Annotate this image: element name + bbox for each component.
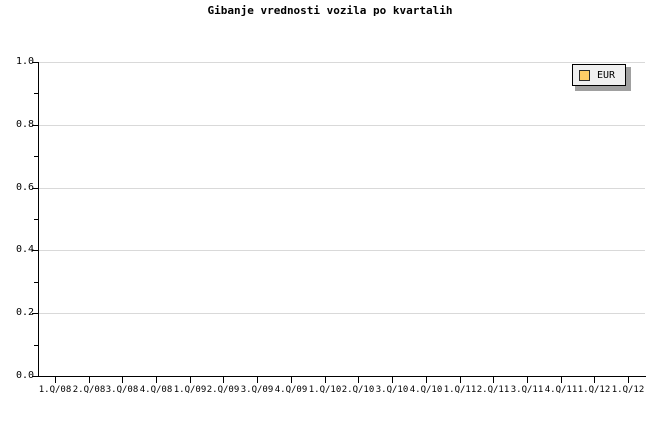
x-axis-label: 1.Q/11 — [443, 385, 477, 395]
x-axis-line — [38, 376, 646, 377]
gridline — [38, 62, 645, 63]
x-tick — [325, 377, 326, 383]
y-axis-label: 0.4 — [15, 244, 34, 255]
legend-label-eur: EUR — [597, 69, 616, 81]
x-axis-label: 4.Q/08 — [139, 385, 173, 395]
x-axis-label: 4.Q/11 — [544, 385, 578, 395]
x-tick — [156, 377, 157, 383]
y-axis-line — [38, 62, 39, 377]
y-tick-major — [32, 188, 38, 189]
x-tick — [561, 377, 562, 383]
legend-swatch-eur — [579, 69, 590, 81]
x-axis-label: 1.Q/10 — [308, 385, 342, 395]
x-tick — [460, 377, 461, 383]
x-axis-label: 3.Q/11 — [510, 385, 544, 395]
x-axis-label: 2.Q/09 — [206, 385, 240, 395]
x-tick — [493, 377, 494, 383]
x-axis-label: 1.Q/09 — [173, 385, 207, 395]
y-axis-label: 1.0 — [15, 56, 34, 67]
x-axis-label: 4.Q/09 — [274, 385, 308, 395]
gridline — [38, 188, 645, 189]
x-tick — [291, 377, 292, 383]
x-axis-label: 2.Q/10 — [341, 385, 375, 395]
x-tick — [223, 377, 224, 383]
x-tick — [594, 377, 595, 383]
x-tick — [358, 377, 359, 383]
y-tick-minor — [34, 345, 38, 346]
x-axis-label: 1.Q/12 — [577, 385, 611, 395]
y-tick-major — [32, 313, 38, 314]
x-axis-label: 3.Q/09 — [240, 385, 274, 395]
gridline — [38, 125, 645, 126]
chart-legend[interactable]: EUR — [572, 64, 626, 86]
x-axis-label: 2.Q/11 — [476, 385, 510, 395]
x-axis-label: 1.Q/12 — [611, 385, 645, 395]
x-axis-label: 3.Q/10 — [375, 385, 409, 395]
x-tick — [426, 377, 427, 383]
x-tick — [55, 377, 56, 383]
y-tick-minor — [34, 156, 38, 157]
y-axis-label: 0.0 — [15, 370, 34, 381]
x-axis-label: 2.Q/08 — [72, 385, 106, 395]
x-tick — [190, 377, 191, 383]
x-tick — [89, 377, 90, 383]
y-axis-label: 0.6 — [15, 182, 34, 193]
y-tick-minor — [34, 282, 38, 283]
y-tick-major — [32, 376, 38, 377]
x-tick — [257, 377, 258, 383]
y-axis-label: 0.8 — [15, 119, 34, 130]
gridline — [38, 313, 645, 314]
x-tick — [392, 377, 393, 383]
x-tick — [527, 377, 528, 383]
x-axis-label: 4.Q/10 — [409, 385, 443, 395]
x-axis-label: 3.Q/08 — [105, 385, 139, 395]
y-tick-major — [32, 125, 38, 126]
series-layer — [38, 62, 645, 376]
x-tick — [122, 377, 123, 383]
x-axis-label: 1.Q/08 — [38, 385, 72, 395]
x-tick — [628, 377, 629, 383]
y-tick-minor — [34, 93, 38, 94]
chart-title: Gibanje vrednosti vozila po kvartalih — [207, 4, 453, 17]
y-tick-minor — [34, 219, 38, 220]
y-axis-label: 0.2 — [15, 307, 34, 318]
plot-area — [38, 62, 645, 377]
y-tick-major — [32, 62, 38, 63]
y-tick-major — [32, 250, 38, 251]
gridline — [38, 250, 645, 251]
